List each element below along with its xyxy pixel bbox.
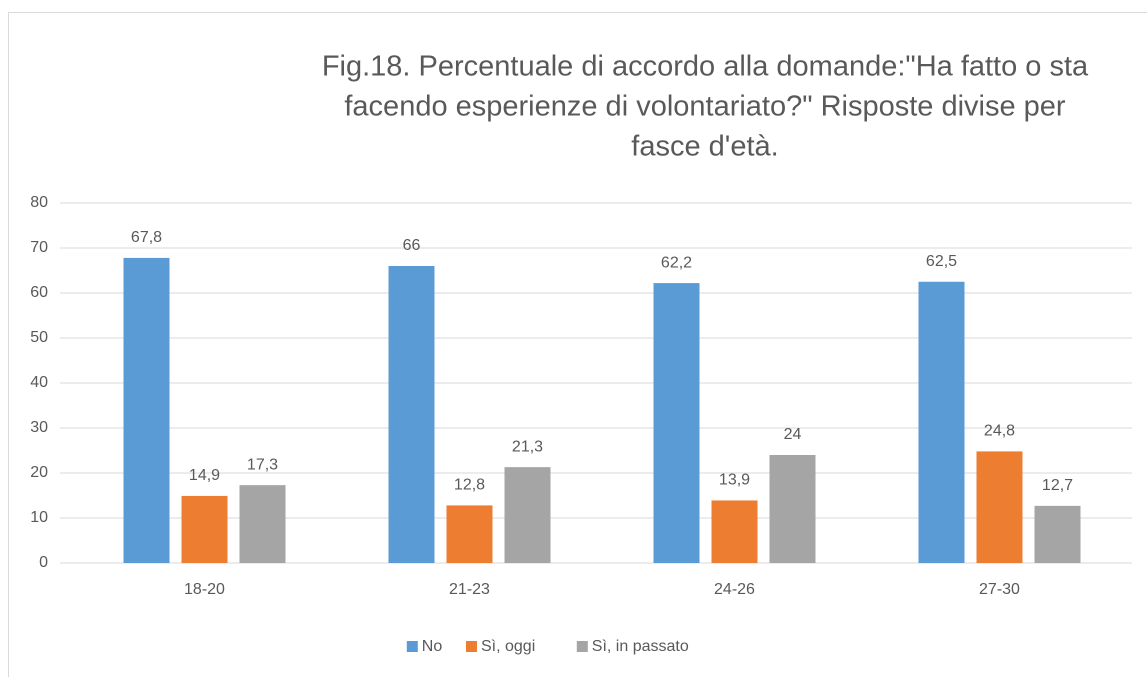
bar (1034, 505, 1081, 563)
data-label: 67,8 (131, 229, 162, 246)
data-label: 21,3 (512, 438, 543, 455)
legend-label: Sì, oggi (481, 638, 535, 655)
data-label: 14,9 (189, 467, 220, 484)
y-tick-label: 80 (30, 194, 48, 211)
data-label: 24,8 (984, 423, 1015, 440)
data-label: 12,8 (454, 477, 485, 494)
y-tick-label: 20 (30, 464, 48, 481)
bar (446, 505, 493, 563)
y-tick-label: 40 (30, 374, 48, 391)
legend-swatch (576, 641, 588, 652)
data-label: 17,3 (247, 456, 278, 473)
data-label: 66 (403, 237, 421, 254)
chart-title: facendo esperienze di volontariato?" Ris… (344, 91, 1066, 123)
legend-swatch (406, 641, 418, 652)
bar (388, 266, 435, 563)
data-label: 12,7 (1042, 477, 1073, 494)
bar (239, 485, 286, 563)
data-label: 62,5 (926, 253, 957, 270)
y-tick-label: 10 (30, 509, 48, 526)
legend-label: No (422, 638, 443, 655)
x-tick-label: 27-30 (979, 581, 1020, 598)
x-tick-label: 21-23 (449, 581, 490, 598)
chart-title: Fig.18. Percentuale di accordo alla doma… (322, 51, 1089, 83)
y-tick-label: 70 (30, 239, 48, 256)
y-tick-label: 50 (30, 329, 48, 346)
bar (653, 283, 700, 563)
bar (181, 495, 228, 563)
legend-label: Sì, in passato (592, 638, 689, 655)
x-tick-label: 24-26 (714, 581, 755, 598)
chart-title: fasce d'età. (631, 131, 778, 163)
legend-swatch (466, 641, 477, 652)
bar (123, 257, 170, 563)
data-label: 13,9 (719, 472, 750, 489)
bar (711, 500, 758, 563)
y-tick-label: 60 (30, 284, 48, 301)
data-label: 24 (784, 426, 802, 443)
bar (504, 467, 551, 563)
x-tick-label: 18-20 (184, 581, 225, 598)
bar (918, 281, 965, 563)
data-label: 62,2 (661, 254, 692, 271)
bar (769, 455, 816, 563)
y-tick-label: 0 (39, 554, 48, 571)
y-tick-label: 30 (30, 419, 48, 436)
bar (976, 451, 1023, 563)
